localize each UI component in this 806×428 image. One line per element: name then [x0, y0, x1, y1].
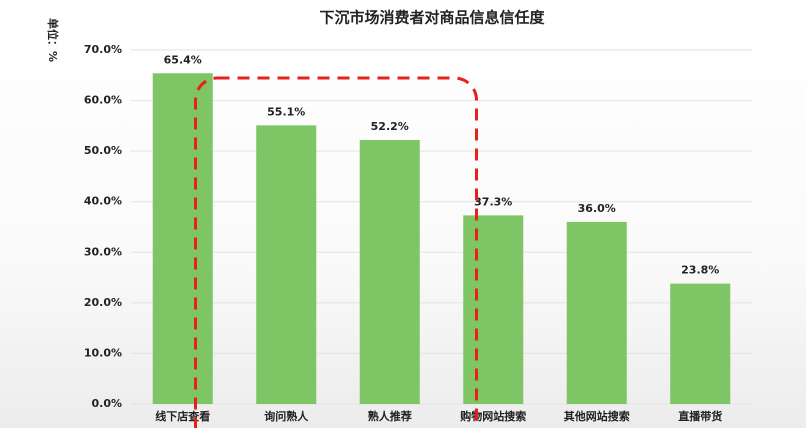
x-tick-label: 直播带货: [678, 409, 722, 423]
value-label: 23.8%: [681, 264, 719, 277]
bar: [152, 73, 213, 405]
y-axis-label: 单位：%: [46, 18, 60, 62]
bar: [256, 125, 317, 404]
y-tick-label: 50.0%: [84, 144, 122, 157]
y-tick-label: 20.0%: [84, 296, 122, 309]
y-tick-label: 0.0%: [91, 397, 122, 410]
x-tick-label: 购物网站搜索: [460, 409, 526, 423]
y-tick-label: 30.0%: [84, 245, 122, 258]
chart-title: 下沉市场消费者对商品信息信任度: [319, 9, 545, 27]
y-tick-label: 40.0%: [84, 195, 122, 208]
x-tick-label: 熟人推荐: [368, 409, 412, 423]
y-tick-label: 70.0%: [84, 43, 122, 56]
bar: [670, 283, 731, 404]
value-label: 52.2%: [371, 120, 409, 133]
bar: [359, 140, 420, 404]
value-label: 55.1%: [267, 105, 305, 118]
highlight-box: [194, 76, 478, 428]
bar: [463, 215, 524, 404]
value-label: 37.3%: [474, 195, 512, 208]
bar: [566, 221, 627, 404]
x-tick-label: 其他网站搜索: [564, 409, 630, 423]
y-tick-label: 60.0%: [84, 94, 122, 107]
value-label: 36.0%: [578, 202, 616, 215]
x-tick-label: 询问熟人: [264, 409, 309, 423]
value-label: 65.4%: [164, 53, 202, 66]
x-tick-label: 线下店查看: [155, 409, 210, 423]
y-tick-label: 10.0%: [84, 346, 122, 359]
